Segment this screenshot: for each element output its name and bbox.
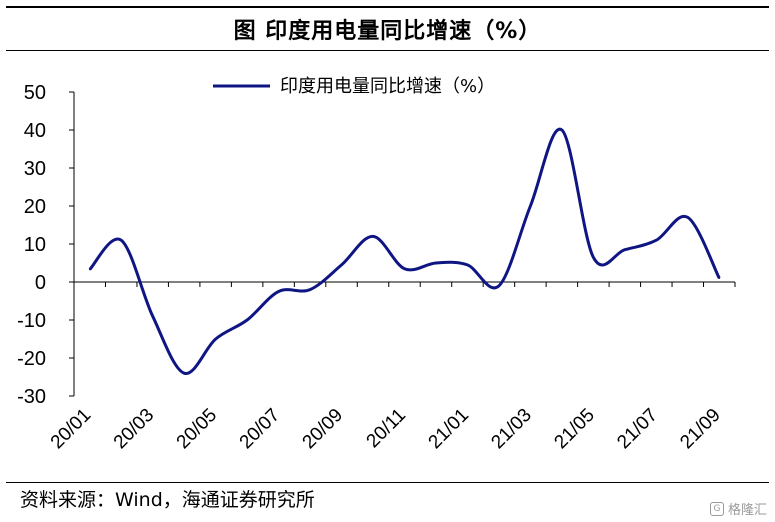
series-line: [88, 127, 721, 375]
series-point: [624, 248, 626, 251]
source-bar: 资料来源：Wind，海通证券研究所: [6, 482, 769, 513]
series-point: [246, 319, 248, 321]
y-tick-label: 10: [24, 234, 46, 256]
x-tick-label: 20/09: [299, 405, 347, 453]
watermark: G 格隆汇: [709, 499, 767, 518]
series-point: [214, 338, 217, 340]
series-point: [88, 268, 91, 271]
chart-series: [88, 127, 721, 375]
series-point: [151, 315, 154, 318]
x-tick-label: 20/07: [236, 405, 284, 453]
series-point: [372, 235, 374, 238]
y-tick-label: 50: [24, 82, 46, 104]
series-point: [277, 290, 280, 293]
chart-axes: [69, 91, 736, 397]
series-point: [120, 239, 123, 241]
series-point: [309, 288, 311, 291]
chart-title-bar: 图 印度用电量同比增速（%）: [6, 6, 769, 51]
x-tick-label: 21/03: [487, 405, 535, 453]
y-tick-label: -30: [17, 386, 46, 408]
series-point: [686, 216, 689, 219]
series-point: [466, 264, 469, 266]
y-tick-label: -10: [17, 310, 46, 332]
y-tick-label: 40: [24, 120, 46, 142]
y-tick-label: 20: [24, 196, 46, 218]
series-point: [592, 256, 595, 259]
watermark-logo-icon: G: [709, 501, 724, 516]
y-tick-label: -20: [17, 348, 46, 370]
series-point: [498, 285, 500, 287]
x-tick-label: 21/07: [613, 405, 661, 453]
x-tick-label: 21/01: [425, 405, 473, 453]
chart-title: 图 印度用电量同比增速（%）: [233, 19, 542, 44]
series-point: [529, 205, 532, 207]
y-tick-label: 30: [24, 158, 46, 180]
series-point: [561, 129, 563, 131]
x-tick-label: 20/11: [363, 405, 410, 452]
series-point: [403, 267, 406, 270]
series-point: [655, 239, 658, 241]
series-point: [435, 262, 437, 264]
watermark-text: 格隆汇: [727, 503, 767, 518]
x-tick-label: 21/05: [550, 405, 598, 453]
x-tick-label: 21/09: [676, 405, 724, 453]
x-tick-label: 20/03: [110, 405, 158, 453]
x-tick-labels: 20/01 20/03 20/05 20/07 20/09 20/11 21/01 21/03…: [47, 405, 725, 453]
series-point: [183, 372, 185, 375]
source-note: 资料来源：Wind，海通证券研究所: [20, 488, 315, 511]
legend-label: 印度用电量同比增速（%）: [280, 76, 495, 97]
y-tick-labels: 50 40 30 20 10 0 -10 -20 -30: [17, 82, 46, 408]
y-tick-label: 0: [35, 272, 46, 294]
x-tick-label: 20/05: [173, 405, 221, 453]
series-point: [340, 264, 343, 266]
chart-legend: 印度用电量同比增速（%）: [213, 76, 495, 97]
x-tick-label: 20/01: [47, 405, 95, 453]
series-point: [718, 277, 721, 280]
